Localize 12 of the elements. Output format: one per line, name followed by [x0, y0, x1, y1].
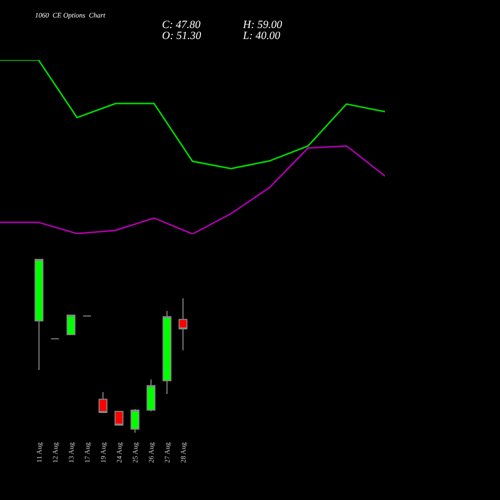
- candlestick: [162, 310, 172, 395]
- candlestick: [130, 408, 140, 434]
- candlestick: [178, 298, 188, 351]
- candlestick: [114, 410, 124, 426]
- text: O: 51.30: [162, 30, 202, 42]
- text: C: 47.80: [162, 19, 201, 31]
- text: L: 40.00: [242, 30, 281, 42]
- candlestick: [146, 378, 156, 412]
- candlestick: [66, 314, 76, 336]
- text: H: 59.00: [242, 19, 283, 31]
- candlestick: [98, 391, 108, 413]
- candlestick: [34, 258, 44, 370]
